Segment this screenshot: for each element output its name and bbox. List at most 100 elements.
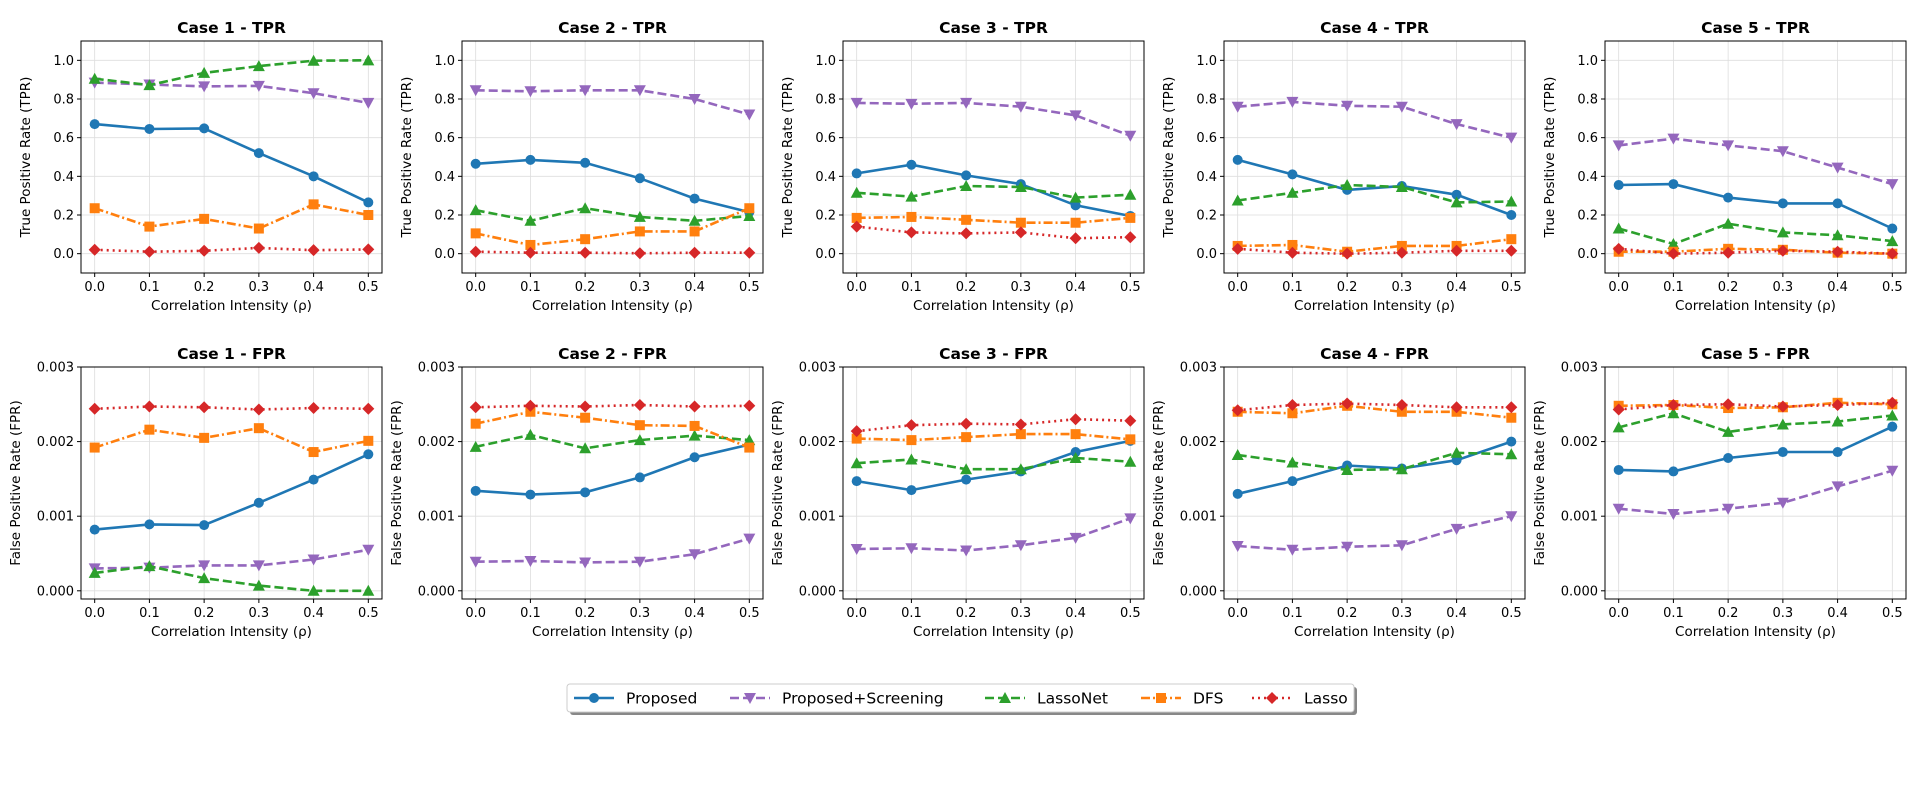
x-tick-label: 0.5	[1501, 606, 1522, 621]
data-point	[905, 419, 918, 432]
data-point	[253, 423, 264, 434]
data-point	[1287, 476, 1298, 487]
series-line-lasso	[1618, 401, 1893, 411]
x-tick-label: 0.4	[1065, 606, 1086, 621]
y-tick-label: 0.001	[799, 510, 836, 525]
data-point	[1231, 242, 1244, 255]
y-axis-label: False Positive Rate (FPR)	[1151, 400, 1167, 566]
series-line-dfs	[1237, 404, 1512, 419]
data-point	[1722, 398, 1735, 411]
data-point	[1776, 418, 1789, 430]
data-point	[1125, 212, 1136, 223]
data-point	[579, 202, 592, 214]
axes-frame	[842, 366, 1145, 600]
series-line-dfs	[475, 207, 750, 247]
series-line-lasso	[1618, 247, 1893, 256]
y-tick-label: 0.001	[37, 510, 74, 525]
x-tick-label: 0.4	[1827, 280, 1848, 295]
legend-label: Proposed	[626, 690, 697, 708]
x-tick-label: 0.3	[630, 606, 651, 621]
data-point	[524, 428, 537, 440]
series-line-lassonet	[1618, 222, 1893, 246]
data-point	[689, 452, 700, 463]
y-tick-label: 0.2	[1577, 209, 1598, 224]
series-line-dfs	[1237, 237, 1512, 254]
data-point	[1612, 140, 1625, 152]
y-tick-label: 0.003	[1180, 361, 1217, 376]
data-point	[580, 487, 591, 498]
x-tick-label: 0.3	[1773, 606, 1794, 621]
data-point	[634, 420, 645, 431]
data-point	[1014, 418, 1027, 431]
data-point	[1069, 191, 1082, 203]
data-point	[253, 497, 264, 508]
x-axis-label: Correlation Intensity (ρ)	[913, 298, 1074, 314]
data-point	[362, 243, 375, 256]
data-point	[579, 246, 592, 259]
chart-panel: 0.0 0.1 0.2 0.3 0.4 0.5 0.000 0.001 0.002 0.003 Ca…	[389, 345, 764, 640]
x-tick-label: 0.5	[739, 280, 760, 295]
data-point	[1667, 238, 1680, 249]
data-point	[363, 435, 374, 446]
legend-box	[566, 683, 1355, 713]
y-tick-label: 0.003	[1561, 361, 1598, 376]
data-point	[1396, 240, 1407, 251]
series-line-proposed-screening	[94, 81, 369, 105]
y-tick-label: 0.001	[418, 510, 455, 525]
data-point	[743, 246, 756, 259]
y-tick-label: 0.6	[1577, 131, 1598, 146]
x-axis-label: Correlation Intensity (ρ)	[151, 624, 312, 640]
data-point	[1450, 523, 1463, 535]
series-line-lasso	[1237, 247, 1512, 256]
data-point	[633, 85, 646, 97]
chart-panel: 0.0 0.1 0.2 0.3 0.4 0.5 0.0 0.2 0.4 0.6 0.8 1.0 Case…	[18, 19, 383, 314]
data-point	[961, 474, 972, 485]
data-point	[143, 79, 156, 91]
data-point	[1287, 408, 1298, 419]
y-tick-label: 0.003	[37, 361, 74, 376]
data-point	[470, 158, 481, 169]
data-point	[743, 434, 756, 446]
data-point	[469, 401, 482, 414]
chart-title: Case 2 - TPR	[558, 19, 667, 37]
data-point	[960, 417, 973, 430]
series-line-proposed-screening	[856, 517, 1131, 552]
data-point	[1722, 217, 1735, 229]
y-tick-label: 0.003	[799, 361, 836, 376]
data-point	[851, 212, 862, 223]
data-point	[1505, 401, 1518, 414]
data-point	[905, 190, 918, 202]
data-point	[1887, 223, 1898, 234]
y-tick-label: 0.000	[418, 584, 455, 599]
data-point	[580, 412, 591, 423]
data-point	[689, 420, 700, 431]
data-point	[960, 545, 973, 557]
data-point	[579, 400, 592, 413]
data-point	[143, 560, 156, 572]
chart-panel: 0.0 0.1 0.2 0.3 0.4 0.5 0.0 0.2 0.4 0.6 0.8 1.0 Case…	[1161, 19, 1526, 314]
x-tick-label: 0.2	[1718, 280, 1739, 295]
data-point	[1613, 180, 1624, 191]
x-tick-label: 0.1	[520, 606, 541, 621]
data-point	[469, 440, 482, 452]
data-point	[1667, 399, 1680, 412]
data-point	[470, 228, 481, 239]
data-point	[851, 168, 862, 179]
series-line-lassonet	[475, 433, 750, 450]
data-point	[851, 433, 862, 444]
data-point	[1341, 463, 1354, 475]
data-point	[1015, 217, 1026, 228]
data-point	[1395, 399, 1408, 412]
x-tick-label: 0.4	[1827, 606, 1848, 621]
data-point	[1231, 194, 1244, 206]
data-point	[362, 97, 375, 109]
series-line-lassonet	[1237, 183, 1512, 204]
data-point	[1286, 186, 1299, 198]
data-point	[144, 123, 155, 134]
data-point	[524, 555, 537, 567]
x-tick-label: 0.2	[1718, 606, 1739, 621]
y-tick-label: 0.0	[1196, 247, 1217, 262]
y-tick-label: 1.0	[434, 54, 455, 69]
data-point	[469, 245, 482, 258]
data-point	[1723, 192, 1734, 203]
